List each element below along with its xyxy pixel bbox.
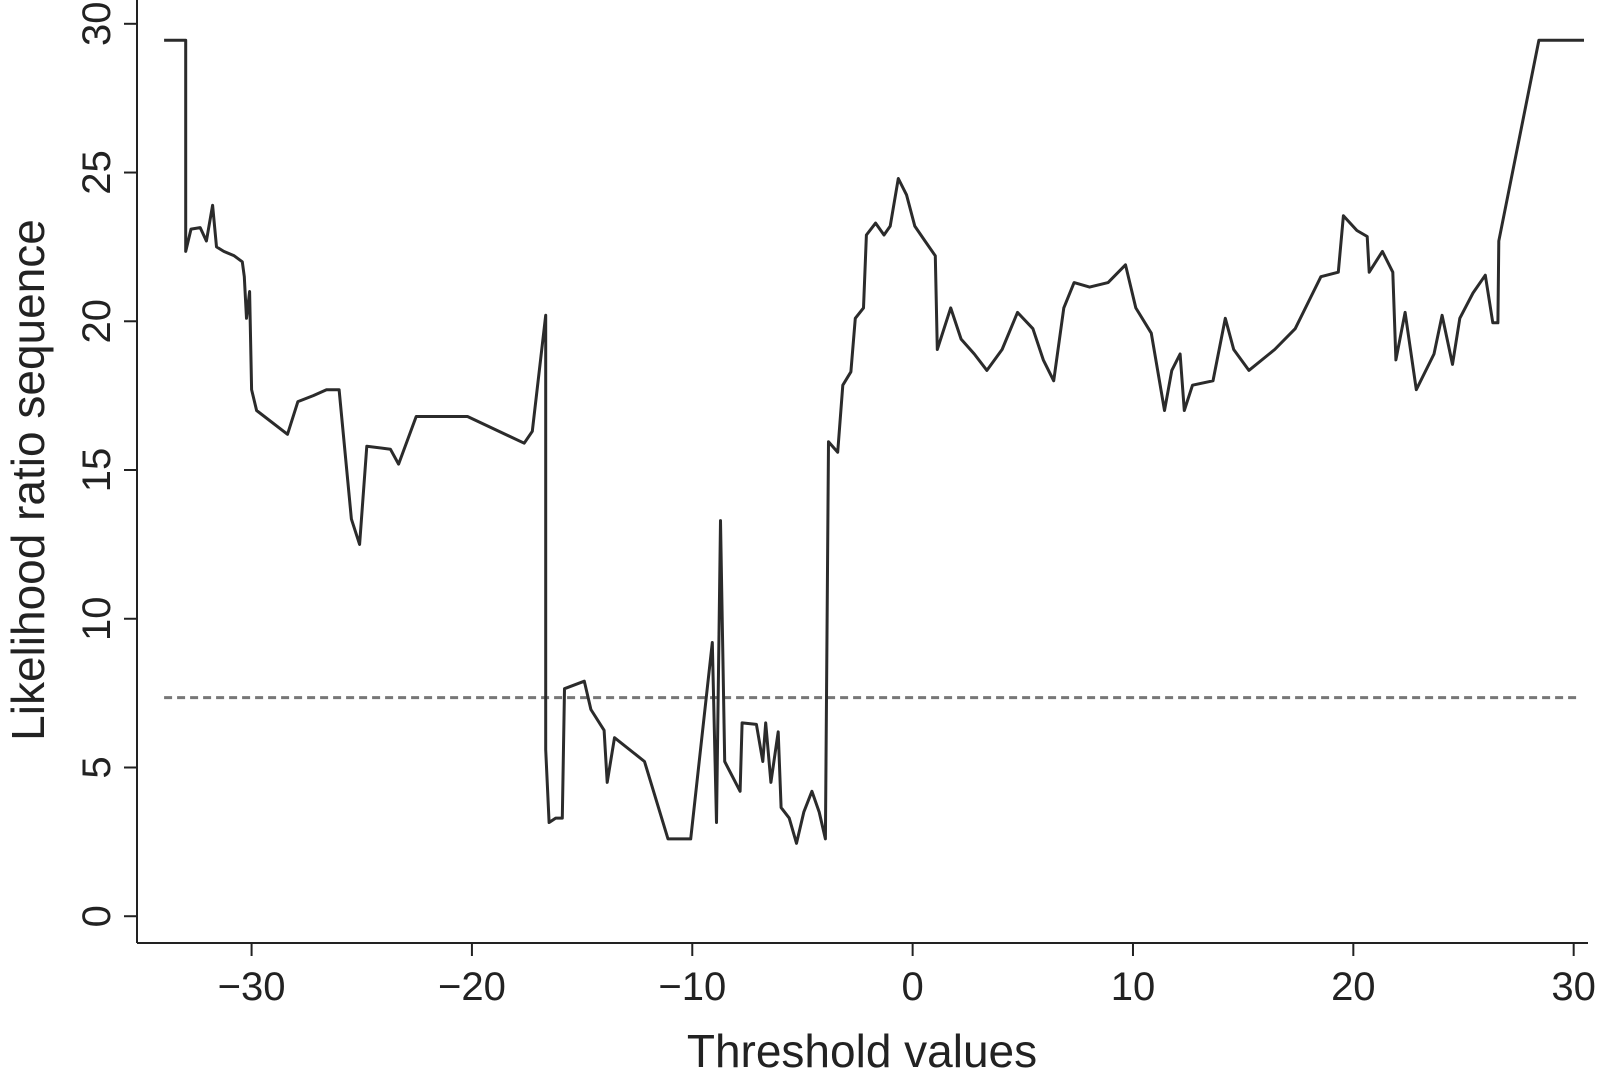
x-tick-label: 10 bbox=[1111, 965, 1156, 1009]
y-axis-title: Likelihood ratio sequence bbox=[2, 219, 54, 741]
y-tick-label: 25 bbox=[75, 150, 119, 195]
x-tick-label: −20 bbox=[438, 965, 506, 1009]
y-tick-label: 10 bbox=[75, 597, 119, 642]
x-tick-label: 30 bbox=[1551, 965, 1596, 1009]
x-tick-label: −30 bbox=[218, 965, 286, 1009]
data-line bbox=[164, 38, 1584, 845]
x-tick-label: 20 bbox=[1331, 965, 1376, 1009]
x-axis-title: Threshold values bbox=[687, 1025, 1037, 1077]
y-tick-label: 5 bbox=[75, 756, 119, 778]
x-tick-label: 0 bbox=[902, 965, 924, 1009]
x-tick-label: −10 bbox=[658, 965, 726, 1009]
y-tick-label: 20 bbox=[75, 299, 119, 344]
y-tick-label: 0 bbox=[75, 905, 119, 927]
y-tick-label: 30 bbox=[75, 2, 119, 47]
y-tick-label: 15 bbox=[75, 448, 119, 493]
